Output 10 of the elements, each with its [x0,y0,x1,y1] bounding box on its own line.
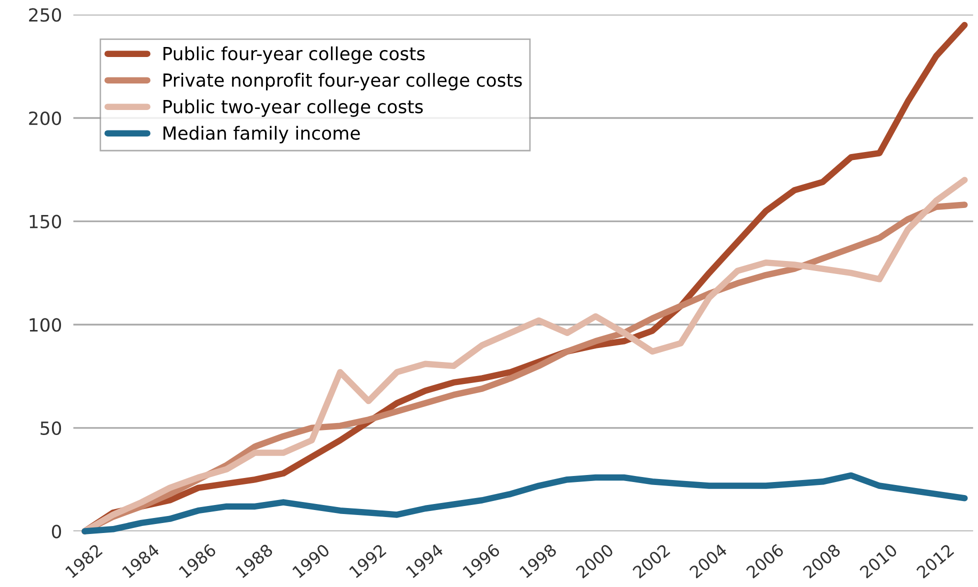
legend-label: Public two-year college costs [164,99,423,117]
y-tick-label: 250 [29,8,62,22]
legend-label: Private nonprofit four-year college costs [164,72,522,90]
y-tick-label: 100 [30,318,62,332]
y-tick-label: 0 [52,524,62,538]
y-tick-label: 200 [29,111,62,126]
y-tick-label: 150 [30,214,62,228]
legend-label: Public four-year college costs [164,46,425,64]
y-tick-label: 50 [40,421,62,436]
legend-label: Median family income [164,126,360,144]
